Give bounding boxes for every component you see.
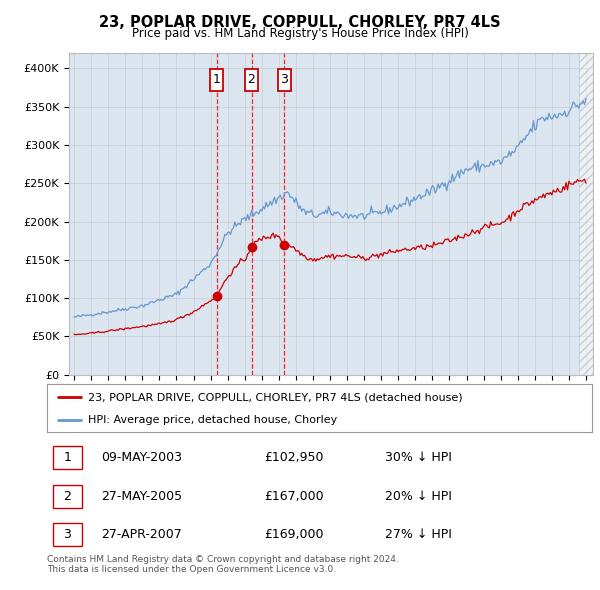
- FancyBboxPatch shape: [53, 446, 82, 469]
- Text: 1: 1: [212, 73, 221, 86]
- Text: 3: 3: [280, 73, 288, 86]
- Text: 27-MAY-2005: 27-MAY-2005: [101, 490, 182, 503]
- Text: 23, POPLAR DRIVE, COPPULL, CHORLEY, PR7 4LS (detached house): 23, POPLAR DRIVE, COPPULL, CHORLEY, PR7 …: [88, 392, 462, 402]
- Text: 30% ↓ HPI: 30% ↓ HPI: [385, 451, 451, 464]
- FancyBboxPatch shape: [53, 523, 82, 546]
- Text: £102,950: £102,950: [265, 451, 324, 464]
- Text: 27% ↓ HPI: 27% ↓ HPI: [385, 528, 451, 541]
- Text: 27-APR-2007: 27-APR-2007: [101, 528, 182, 541]
- Text: 09-MAY-2003: 09-MAY-2003: [101, 451, 182, 464]
- FancyBboxPatch shape: [210, 69, 223, 91]
- Text: 2: 2: [248, 73, 256, 86]
- Text: 23, POPLAR DRIVE, COPPULL, CHORLEY, PR7 4LS: 23, POPLAR DRIVE, COPPULL, CHORLEY, PR7 …: [99, 15, 501, 30]
- FancyBboxPatch shape: [278, 69, 291, 91]
- Text: 2: 2: [64, 490, 71, 503]
- Text: 20% ↓ HPI: 20% ↓ HPI: [385, 490, 451, 503]
- Text: £169,000: £169,000: [265, 528, 324, 541]
- FancyBboxPatch shape: [53, 484, 82, 508]
- Text: Contains HM Land Registry data © Crown copyright and database right 2024.: Contains HM Land Registry data © Crown c…: [47, 555, 398, 563]
- Text: 1: 1: [64, 451, 71, 464]
- Text: Price paid vs. HM Land Registry's House Price Index (HPI): Price paid vs. HM Land Registry's House …: [131, 27, 469, 40]
- Bar: [579, 53, 593, 375]
- Text: This data is licensed under the Open Government Licence v3.0.: This data is licensed under the Open Gov…: [47, 565, 336, 574]
- Text: £167,000: £167,000: [265, 490, 325, 503]
- FancyBboxPatch shape: [245, 69, 258, 91]
- Text: 3: 3: [64, 528, 71, 541]
- Text: HPI: Average price, detached house, Chorley: HPI: Average price, detached house, Chor…: [88, 415, 337, 425]
